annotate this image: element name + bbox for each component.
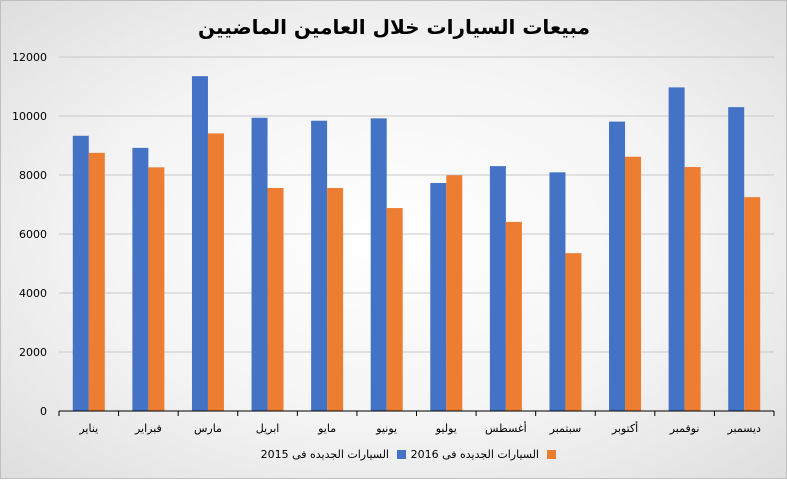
category-label: ديسمبر <box>726 422 761 435</box>
category-label: فبراير <box>134 422 162 435</box>
bar-series-1 <box>311 120 328 411</box>
bar-series-2 <box>327 187 344 411</box>
bar-series-1 <box>668 87 685 411</box>
bar-series-2 <box>565 253 582 411</box>
bar-series-2 <box>386 208 403 411</box>
bar-series-2 <box>744 197 761 411</box>
y-axis-ticks: 0 2000 4000 6000 8000 10000 12000 <box>12 51 47 418</box>
legend-swatch <box>397 450 406 459</box>
bar-series-2 <box>148 167 165 411</box>
bar-series-1 <box>72 135 89 411</box>
bar-series-2 <box>684 167 701 411</box>
bar-series-2 <box>505 221 522 411</box>
category-label: يونيو <box>375 422 397 435</box>
bar-series-2 <box>446 175 463 411</box>
category-label: سبتمبر <box>549 422 582 435</box>
category-label: أغسطس <box>485 421 527 435</box>
y-tick-label: 0 <box>40 405 47 418</box>
y-tick-label: 10000 <box>12 110 47 123</box>
gridlines <box>59 56 774 353</box>
y-tick-label: 4000 <box>19 287 47 300</box>
category-label: مايو <box>317 422 336 435</box>
bar-series-1 <box>728 107 745 412</box>
bar-series-1 <box>191 76 208 412</box>
bar-series-1 <box>489 166 506 411</box>
bar-series-2 <box>88 152 105 411</box>
x-axis-labels: يناير فبراير مارس ابريل مايو يونيو يوليو أغسطس س… <box>78 421 761 435</box>
y-tick-label: 8000 <box>19 169 47 182</box>
category-label: ابريل <box>256 422 280 435</box>
bar-series-1 <box>549 172 566 411</box>
y-tick-label: 2000 <box>19 346 47 359</box>
bar-series-2 <box>267 187 284 411</box>
legend: السيارات الجديده فى 2015 السيارات الجديده… <box>261 448 556 461</box>
bar-series-1 <box>251 117 268 412</box>
category-label: نوفمبر <box>669 422 700 435</box>
bar-series-1 <box>430 182 447 411</box>
bar-series-1 <box>132 147 149 412</box>
bar-series-2 <box>625 156 642 411</box>
bar-series-1 <box>609 121 626 411</box>
y-tick-label: 12000 <box>12 51 47 64</box>
bar-series-2 <box>207 133 224 411</box>
category-label: أكتوبر <box>611 421 638 435</box>
category-label: مارس <box>194 422 222 435</box>
bars <box>72 76 761 412</box>
category-label: يوليو <box>435 422 457 435</box>
x-axis <box>58 410 775 416</box>
y-tick-label: 6000 <box>19 228 47 241</box>
chart-title: مبيعات السيارات خلال العامين الماضيين <box>198 15 590 39</box>
legend-swatch <box>547 450 556 459</box>
category-label: يناير <box>78 422 98 435</box>
bar-series-1 <box>370 118 387 412</box>
legend-label: السيارات الجديده فى 2016 <box>411 448 539 461</box>
legend-label: السيارات الجديده فى 2015 <box>261 448 389 461</box>
